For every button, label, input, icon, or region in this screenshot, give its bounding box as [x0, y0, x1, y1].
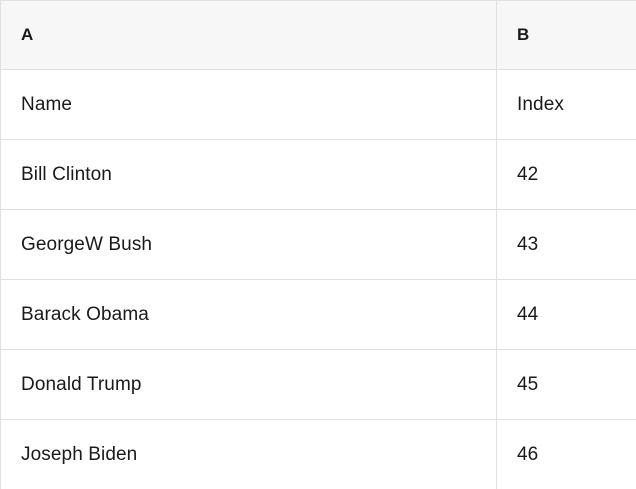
table-cell-a[interactable]: GeorgeW Bush	[1, 210, 497, 279]
table-cell-a[interactable]: Donald Trump	[1, 350, 497, 419]
table-cell-b[interactable]: 44	[517, 303, 539, 325]
column-header-row: A B	[1, 1, 636, 70]
table-cell-b[interactable]: 46	[517, 443, 539, 465]
column-header-b[interactable]: B	[517, 25, 530, 44]
table-cell-a[interactable]: Joseph Biden	[1, 420, 497, 489]
table-cell-b[interactable]: 42	[517, 163, 539, 185]
table-row: Barack Obama 44	[1, 280, 636, 350]
table-row: Bill Clinton 42	[1, 140, 636, 210]
table-cell-a[interactable]: Name	[1, 70, 497, 139]
table-body: Name Index Bill Clinton 42 GeorgeW Bush …	[1, 70, 636, 489]
table-row: Joseph Biden 46	[1, 420, 636, 489]
table-cell-b[interactable]: 45	[517, 373, 539, 395]
table-row: Donald Trump 45	[1, 350, 636, 420]
table-cell-a[interactable]: Barack Obama	[1, 280, 497, 349]
table-cell-a[interactable]: Bill Clinton	[1, 140, 497, 209]
table-cell-b[interactable]: Index	[517, 93, 564, 115]
table-row: Name Index	[1, 70, 636, 140]
column-header-a[interactable]: A	[1, 1, 497, 69]
table-row: GeorgeW Bush 43	[1, 210, 636, 280]
table-cell-b[interactable]: 43	[517, 233, 539, 255]
